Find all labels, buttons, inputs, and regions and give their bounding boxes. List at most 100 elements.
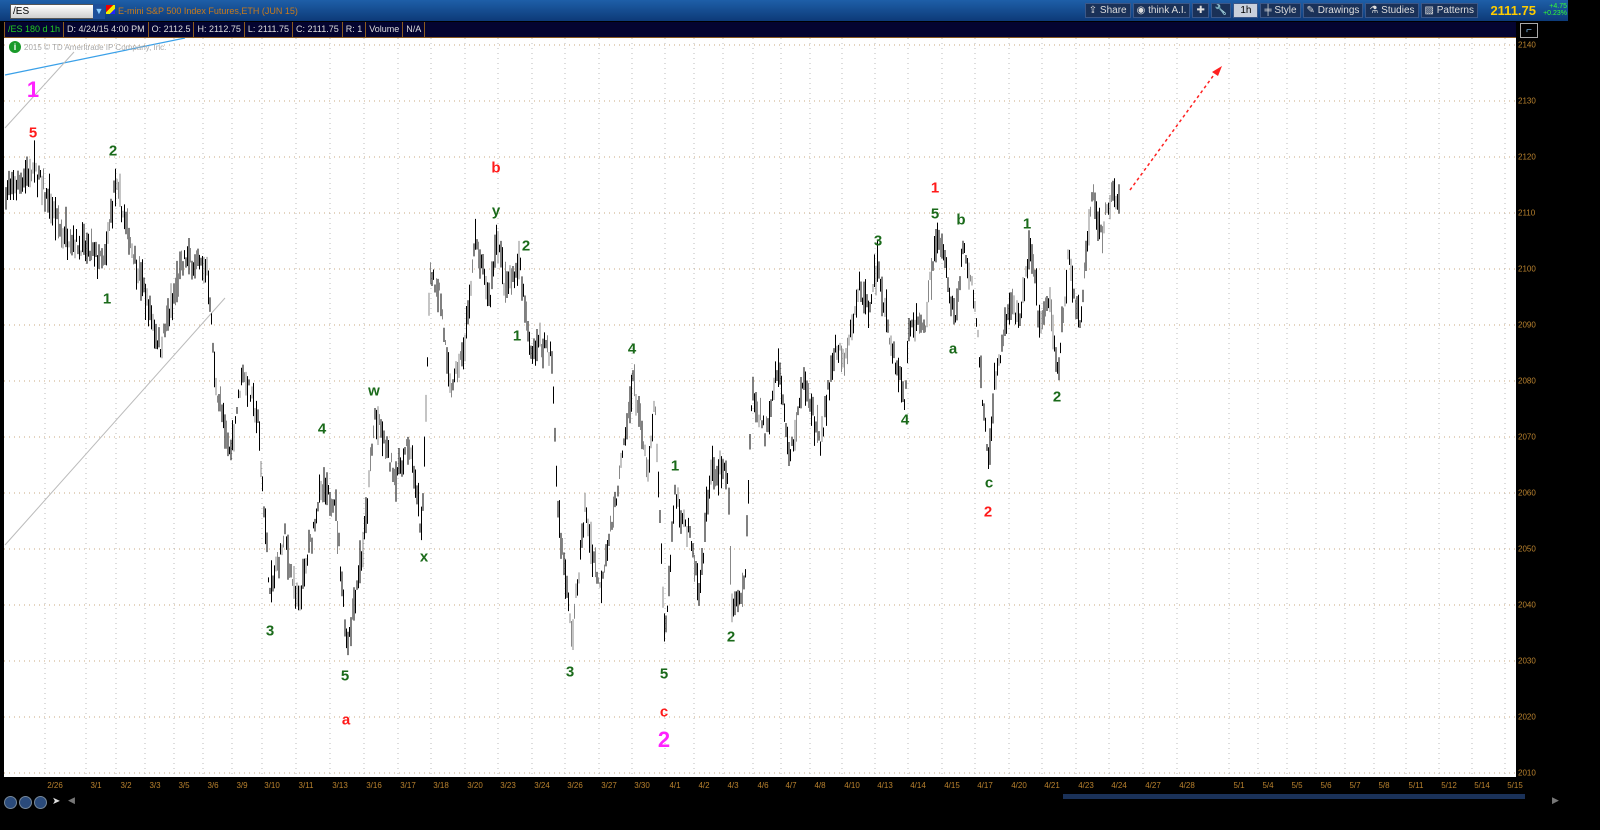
- patterns-button[interactable]: ▨ Patterns: [1420, 3, 1478, 18]
- studies-button[interactable]: ⚗ Studies: [1365, 3, 1419, 18]
- scroll-right-icon[interactable]: ▶: [1552, 795, 1559, 805]
- date-tick: 3/6: [207, 781, 219, 790]
- wave-label: x: [419, 548, 429, 566]
- date-axis: 2/26 3/1 3/2 3/3 3/5 3/6 3/9 3/10 3/11 3/13 3/16 3/…: [0, 778, 1523, 794]
- date-tick: 5/12: [1441, 781, 1457, 790]
- wave-label: 1: [102, 290, 112, 308]
- button-label: Style: [1274, 5, 1297, 16]
- date-tick: 3/5: [178, 781, 190, 790]
- scroll-left-icon[interactable]: ◀: [68, 795, 75, 805]
- share-icon: ⇪: [1088, 5, 1100, 16]
- wave-label: 1: [26, 77, 40, 102]
- price-tick: 2110: [1518, 208, 1536, 218]
- wave-label: 5: [659, 665, 669, 683]
- wave-label: 1: [512, 327, 522, 345]
- wave-label: 4: [900, 411, 910, 429]
- crosshair-button[interactable]: ✚: [1192, 3, 1209, 18]
- date-tick: 4/20: [1011, 781, 1027, 790]
- date-tick: 3/20: [467, 781, 483, 790]
- style-button[interactable]: ╪ Style: [1260, 3, 1301, 18]
- wave-label: 1: [930, 179, 940, 197]
- wave-label: 1: [670, 457, 680, 475]
- trendline-grey: [4, 297, 226, 546]
- button-label: Patterns: [1436, 5, 1474, 16]
- arrow-head: [1212, 66, 1222, 76]
- date-tick: 4/27: [1145, 781, 1161, 790]
- zoom-in-icon[interactable]: [19, 796, 32, 809]
- info-icon[interactable]: i: [9, 41, 21, 53]
- crosshair-icon: ✚: [1196, 5, 1205, 16]
- date-tick: 4/28: [1179, 781, 1195, 790]
- wave-label: 5: [340, 667, 350, 685]
- price-axis: ⌐ 2140 2130 2120 2110 2100 2090 2080 2070 2060 20…: [1516, 22, 1568, 793]
- info-cell: D: 4/24/15 4:00 PM: [63, 22, 149, 37]
- date-tick: 3/11: [298, 781, 314, 790]
- price-tick: 2070: [1518, 432, 1536, 442]
- flag-icon: [106, 5, 115, 14]
- info-cell: O: 2112.5: [147, 22, 195, 37]
- date-tick: 5/14: [1474, 781, 1490, 790]
- symbol-dropdown-icon[interactable]: ▼: [93, 4, 105, 19]
- drawings-button[interactable]: ✎ Drawings: [1302, 3, 1364, 18]
- button-label: Drawings: [1317, 5, 1360, 16]
- wave-label: 3: [873, 232, 883, 250]
- date-tick: 5/15: [1507, 781, 1523, 790]
- last-price: 2111.75: [1490, 3, 1536, 18]
- price-tick: 2100: [1518, 264, 1536, 274]
- symbol-input[interactable]: /ES: [10, 4, 98, 19]
- cursor-icon[interactable]: ➤: [52, 796, 61, 807]
- toolbar: ⇪ Share ◉ think A.I. ✚ 🔧 1h ╪ Style ✎ Drawings…: [1084, 3, 1478, 18]
- chart-canvas: [4, 38, 1516, 777]
- price-tick: 2140: [1518, 40, 1536, 50]
- date-tick: 4/1: [669, 781, 681, 790]
- date-tick: 3/30: [634, 781, 650, 790]
- date-tick: 3/2: [120, 781, 132, 790]
- button-label: think A.I.: [1148, 5, 1187, 16]
- 1h-button[interactable]: 1h: [1233, 3, 1259, 18]
- date-tick: 3/10: [264, 781, 280, 790]
- date-tick: 3/23: [500, 781, 516, 790]
- date-tick: 5/4: [1262, 781, 1274, 790]
- date-tick: 3/18: [433, 781, 449, 790]
- price-tick: 2030: [1518, 656, 1536, 666]
- scrollbar-thumb[interactable]: [1063, 794, 1525, 799]
- wave-label: 2: [657, 727, 671, 752]
- date-tick: 4/10: [844, 781, 860, 790]
- copyright: 2015 © TD Ameritrade IP Company, Inc.: [24, 43, 167, 52]
- price-tick: 2010: [1518, 768, 1536, 778]
- think-a-i-button[interactable]: ◉ think A.I.: [1132, 3, 1191, 18]
- instrument-description: E-mini S&P 500 Index Futures,ETH (JUN 15…: [118, 6, 298, 16]
- projection-arrow: [1129, 71, 1217, 191]
- trendline-grey: [4, 51, 75, 129]
- wave-label: a: [948, 340, 958, 358]
- wrench-icon: 🔧: [1214, 5, 1228, 16]
- wave-label: 2: [1052, 388, 1062, 406]
- date-tick: 4/24: [1111, 781, 1127, 790]
- date-tick: 4/7: [785, 781, 797, 790]
- zoom-out-icon[interactable]: [4, 796, 17, 809]
- price-chart[interactable]: i 2015 © TD Ameritrade IP Company, Inc. …: [4, 38, 1516, 777]
- date-tick: 3/3: [149, 781, 161, 790]
- wrench-button[interactable]: 🔧: [1210, 3, 1232, 18]
- price-tick: 2120: [1518, 152, 1536, 162]
- date-tick: 3/16: [366, 781, 382, 790]
- date-tick: 5/7: [1349, 781, 1361, 790]
- pencil-icon: ✎: [1306, 5, 1318, 16]
- wave-label: c: [659, 703, 669, 721]
- share-button[interactable]: ⇪ Share: [1084, 3, 1131, 18]
- wave-label: 3: [265, 622, 275, 640]
- date-tick: 3/26: [567, 781, 583, 790]
- date-tick: 4/14: [910, 781, 926, 790]
- think-ai-icon: ◉: [1136, 5, 1149, 16]
- date-tick: 4/23: [1078, 781, 1094, 790]
- fit-icon[interactable]: [34, 796, 47, 809]
- wave-label: 2: [983, 503, 993, 521]
- chart-mode-icon[interactable]: ⌐: [1520, 23, 1538, 38]
- info-bar: /ES 180 d 1h D: 4/24/15 4:00 PM O: 2112.5 H…: [4, 22, 1516, 38]
- date-tick: 4/15: [944, 781, 960, 790]
- date-tick: 4/13: [877, 781, 893, 790]
- candle-icon: ╪: [1264, 5, 1275, 16]
- date-tick: 4/8: [814, 781, 826, 790]
- title-bar: /ES ▼ E-mini S&P 500 Index Futures,ETH (…: [0, 0, 1568, 21]
- wave-label: 4: [317, 420, 327, 438]
